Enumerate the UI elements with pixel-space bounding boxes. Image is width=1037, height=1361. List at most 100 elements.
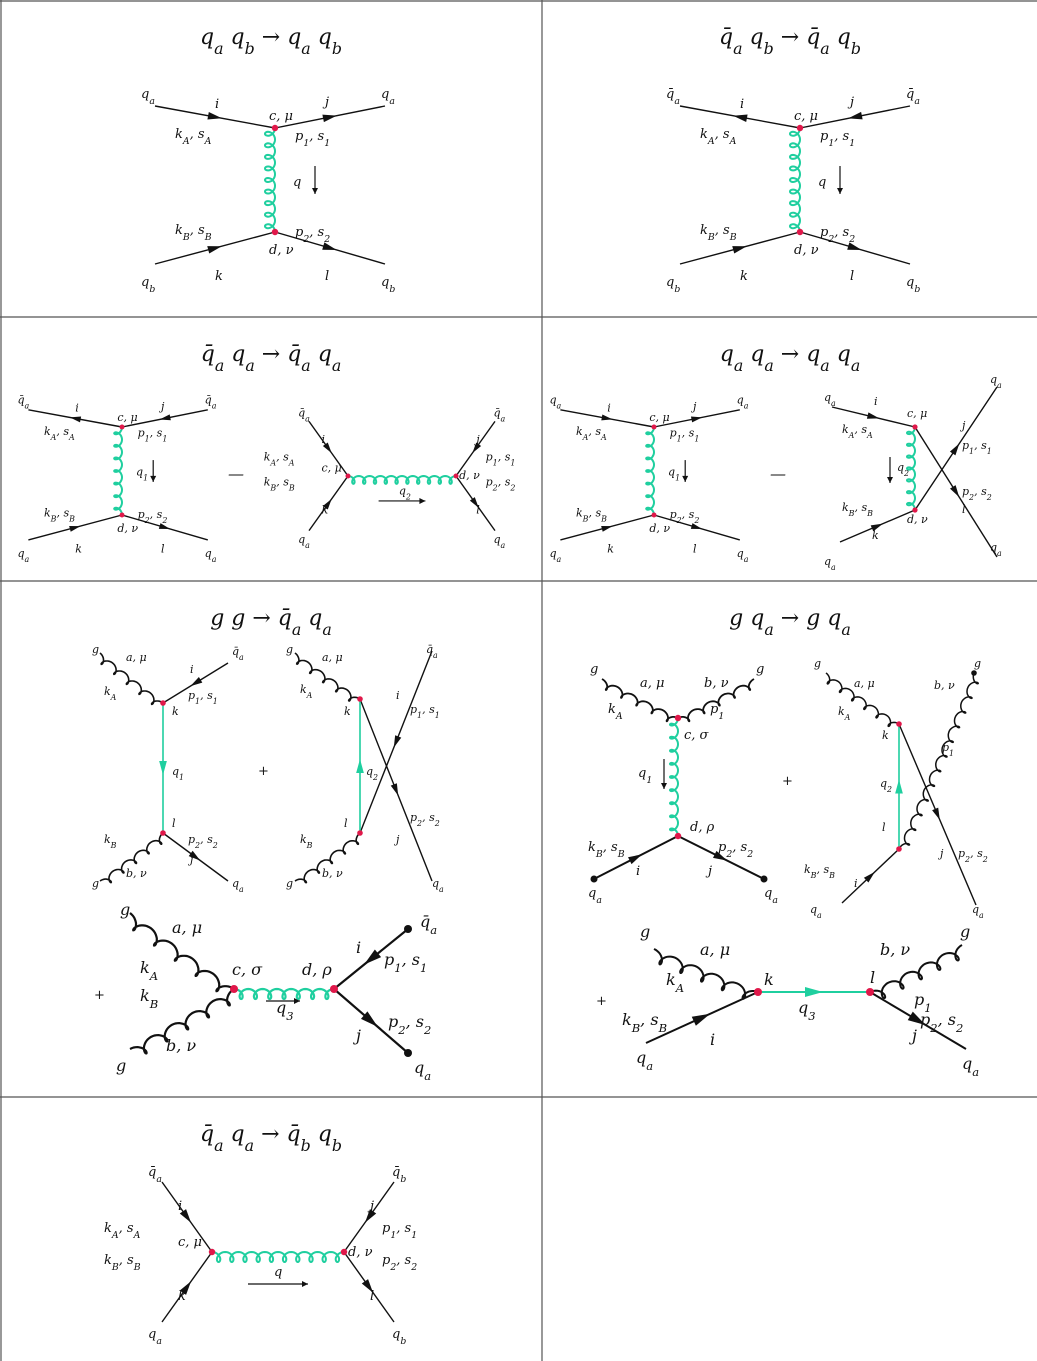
vertex-label: d, ν	[907, 513, 928, 526]
arrow-icon	[932, 807, 940, 821]
vertex-label: b, ν	[934, 679, 955, 692]
vertex-label: b, ν	[704, 676, 729, 691]
arrow-icon	[950, 485, 960, 498]
vertex-dot	[357, 696, 363, 702]
gluon-propagator	[347, 474, 457, 485]
t-channel-diagram: qa qa qb qb i j k l c, μ d, ν kA, sA kB, sB p1, s1 p2…	[141, 87, 395, 295]
vertex-label: a, μ	[700, 940, 730, 959]
particle-label: g	[814, 657, 821, 670]
momentum-label: q2	[366, 765, 378, 782]
arrow-icon	[732, 246, 747, 254]
color-index-label: k	[344, 705, 351, 718]
color-index-label: i	[874, 395, 878, 408]
color-index-label: j	[959, 419, 966, 432]
arrow-icon	[870, 523, 884, 532]
momentum-label: kA	[838, 705, 851, 722]
vertex-label: c, μ	[321, 461, 341, 474]
momentum-label: kA	[104, 685, 117, 702]
vertex-dot	[754, 988, 762, 996]
particle-label: qa	[824, 391, 836, 408]
arrow-icon	[322, 242, 337, 250]
particle-label: qa	[962, 1054, 979, 1079]
momentum-label: kB, sB	[104, 1253, 141, 1273]
momentum-arrow-head	[682, 475, 689, 482]
particle-label: g	[974, 657, 981, 670]
external-gluon	[99, 832, 164, 884]
particle-label: g	[756, 662, 764, 677]
momentum-label: p1, s1	[410, 703, 440, 720]
color-index-label: j	[847, 95, 854, 110]
gluon-propagator	[233, 987, 335, 1001]
momentum-arrow-head	[419, 497, 426, 504]
external-gluon	[129, 912, 235, 993]
gluon-propagator	[645, 426, 656, 516]
cell-svg	[542, 1097, 1037, 1361]
particle-label: qa	[764, 886, 778, 906]
momentum-label: p1, s1	[962, 439, 992, 456]
color-index-label: k	[172, 705, 179, 718]
arrow-icon	[322, 498, 332, 510]
vertex-label: b, ν	[322, 867, 343, 880]
momentum-label: p2, s2	[295, 225, 330, 245]
vertex-dot	[912, 424, 918, 430]
momentum-label: p2, s2	[410, 811, 440, 828]
vertex-dot	[119, 424, 125, 430]
momentum-label: kB, sB	[588, 840, 625, 860]
table-cell-c8	[542, 1097, 1037, 1361]
momentum-label: kA, sA	[576, 425, 607, 442]
momentum-label: p2, s2	[958, 847, 988, 864]
endpoint-dot	[404, 1049, 412, 1057]
external-gluon	[99, 652, 164, 706]
cell-title: qa qa → qa qa	[720, 342, 861, 375]
external-gluon	[653, 948, 759, 1000]
vertex-label: d, ν	[269, 243, 294, 258]
momentum-label: q	[818, 175, 826, 190]
particle-label: g	[960, 922, 970, 941]
particle-label: qa	[232, 877, 244, 894]
arrow-icon	[866, 412, 880, 419]
momentum-label: p2, s2	[486, 475, 516, 492]
cell-svg: q̄a qa → q̄b qb q̄a q̄b qa qb i j k l c, μ d, ν kA,…	[104, 1122, 417, 1347]
particle-label: qa	[737, 547, 749, 564]
color-index-label: l	[161, 542, 165, 555]
color-index-label: l	[850, 269, 854, 284]
momentum-label: q3	[798, 998, 816, 1023]
color-index-label: j	[322, 95, 329, 110]
particle-label: qa	[810, 903, 822, 920]
color-index-label: i	[396, 689, 400, 702]
vertex-dot	[160, 700, 166, 706]
momentum-label: kB	[300, 833, 313, 850]
color-index-label: j	[158, 400, 165, 413]
vertex-dot	[119, 512, 125, 518]
gg-u-channel: g g q̄a qa a, μ b, ν kA kB k l i j p1, s1 p2, s2 q2	[286, 643, 444, 894]
particle-label: g	[286, 877, 293, 890]
momentum-label: p2, s2	[138, 508, 168, 525]
cell-title: g g → q̄a qa	[210, 606, 332, 639]
particle-label: qb	[666, 275, 680, 295]
particle-label: q̄a	[298, 407, 310, 424]
external-gluon	[129, 988, 235, 1055]
momentum-label: p1, s1	[384, 950, 427, 975]
momentum-arrow-head	[837, 188, 843, 194]
arrow-icon	[949, 443, 960, 456]
gluon-propagator	[788, 127, 802, 233]
arrow-icon	[190, 677, 203, 687]
vertex-label: a, μ	[854, 677, 875, 690]
vertex-label: d, ν	[459, 469, 480, 482]
color-index-label: k	[872, 529, 879, 542]
color-index-label: k	[75, 542, 82, 555]
gq-t-channel: g g qa qa a, μ b, ν kA p1c, σ d, ρ kB, sB p2, s2 i j…	[588, 662, 778, 906]
cell-title: g qa → g qa	[729, 606, 851, 639]
table-cell-c7: q̄a qa → q̄b qb q̄a q̄b qa qb i j k l c, μ d, ν kA,…	[0, 1097, 542, 1361]
color-index-label: k	[178, 1289, 186, 1304]
particle-label: g	[92, 877, 99, 890]
table-cell-c1: qa qb → qa qb qa qa qb qb i j k l c, μ d, ν kA, sA k…	[0, 0, 542, 317]
cell-title: q̄a qa → q̄a qa	[201, 342, 342, 375]
arrow-icon	[863, 871, 875, 883]
color-index-label: k	[215, 269, 223, 284]
momentum-label: p1, s1	[670, 426, 700, 443]
color-index-label: j	[937, 847, 944, 860]
color-index-label: j	[705, 864, 712, 879]
color-index-label: j	[353, 1026, 361, 1045]
